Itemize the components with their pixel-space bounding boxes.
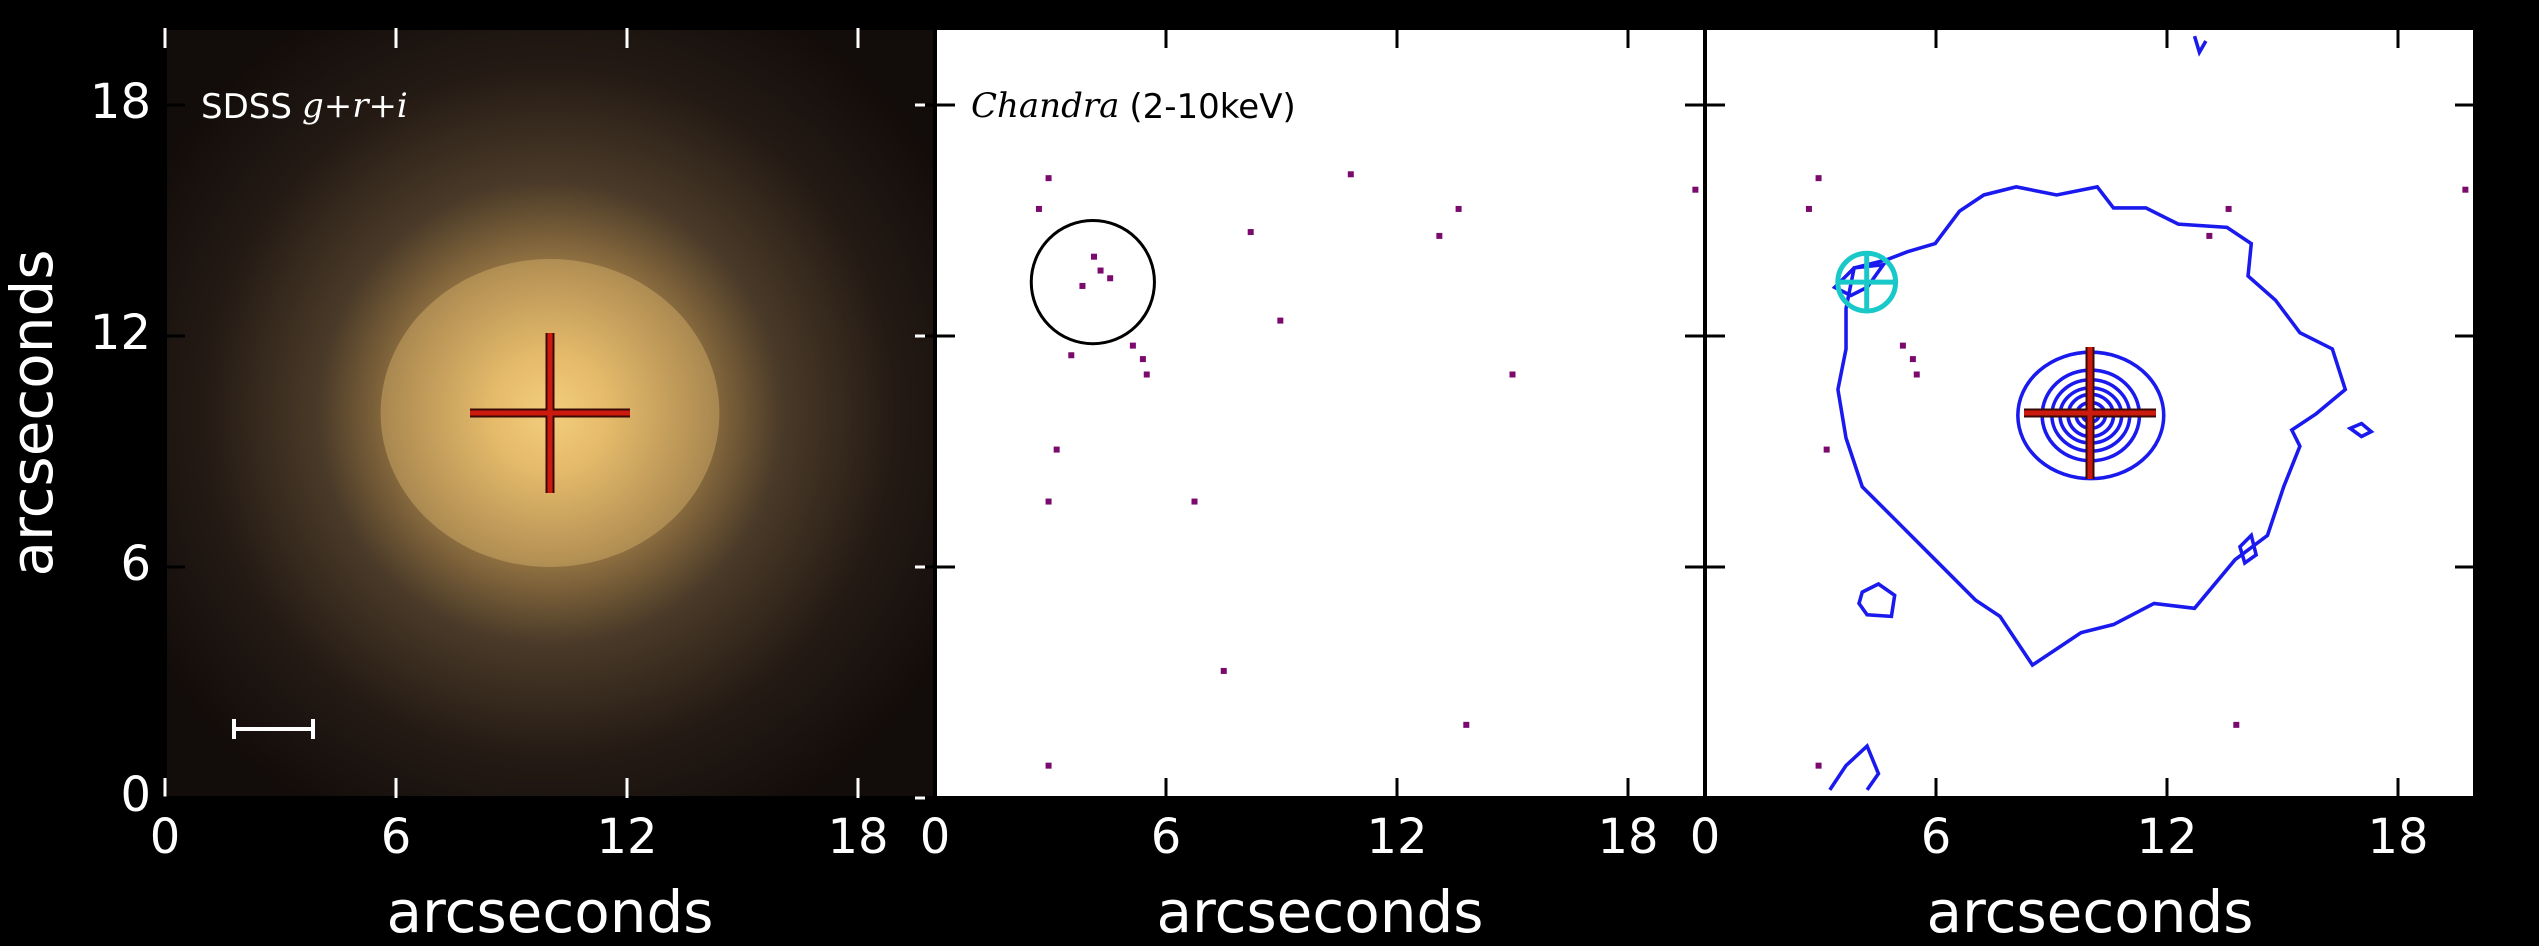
x-tick-label: 0 xyxy=(920,809,951,865)
photon-pixel xyxy=(1463,722,1469,728)
photon-pixel xyxy=(1348,171,1354,177)
photon-pixel xyxy=(1456,206,1462,212)
photon-pixel xyxy=(1277,318,1283,324)
photon-pixel xyxy=(1900,343,1906,349)
photon-pixel xyxy=(1098,268,1104,274)
photon-pixel xyxy=(1824,447,1830,453)
photon-pixel xyxy=(1046,499,1052,505)
photon-pixel xyxy=(1816,763,1822,769)
annotation-part: SDSS xyxy=(201,87,292,127)
x-tick-label: 18 xyxy=(827,809,888,865)
photon-pixel xyxy=(1510,372,1516,378)
page: {"chart_data": [ {"type": "image", "back… xyxy=(0,0,2539,946)
x-tick-label: 0 xyxy=(1690,809,1721,865)
x-tick-label: 12 xyxy=(1366,809,1427,865)
x-tick-label: 12 xyxy=(2136,809,2197,865)
photon-pixel xyxy=(1910,356,1916,362)
photon-pixel xyxy=(1436,233,1442,239)
photon-pixel xyxy=(1140,356,1146,362)
annotation-part: Chandra xyxy=(971,86,1119,126)
x-tick-label: 18 xyxy=(1597,809,1658,865)
photon-pixel xyxy=(2206,233,2212,239)
photon-pixel xyxy=(1191,499,1197,505)
y-tick-label: 0 xyxy=(120,767,151,823)
y-tick-label: 18 xyxy=(90,74,151,130)
y-tick-label: 6 xyxy=(120,536,151,592)
x-tick-label: 6 xyxy=(1151,809,1182,865)
x-tick-label: 6 xyxy=(1921,809,1952,865)
x-tick-label: 6 xyxy=(381,809,412,865)
photon-pixel xyxy=(1046,175,1052,181)
photon-pixel xyxy=(1248,229,1254,235)
photon-pixel xyxy=(1806,206,1812,212)
panel-annotation: Chandra(2-10keV) xyxy=(971,86,1296,127)
annotation-part: (2-10keV) xyxy=(1129,87,1295,127)
photon-pixel xyxy=(2226,206,2232,212)
x-tick-label: 18 xyxy=(2367,809,2428,865)
x-axis-label: arcseconds xyxy=(1156,878,1483,946)
annotation-part: g+r+i xyxy=(302,86,408,126)
x-axis-label: arcseconds xyxy=(1926,878,2253,946)
photon-pixel xyxy=(1221,668,1227,674)
photon-pixel xyxy=(1107,275,1113,281)
photon-pixel xyxy=(1036,206,1042,212)
y-tick-label: 12 xyxy=(90,305,151,361)
photon-pixel xyxy=(1144,372,1150,378)
photon-pixel xyxy=(1046,763,1052,769)
panel-background xyxy=(935,28,1705,798)
photon-pixel xyxy=(1091,254,1097,260)
photon-pixel xyxy=(1816,175,1822,181)
x-axis-label: arcseconds xyxy=(386,878,713,946)
figure: 0 6 12 18 0 6 12 18 arcseconds arcseconds SDSSg+r+… xyxy=(0,0,2539,946)
photon-pixel xyxy=(2233,722,2239,728)
photon-pixel xyxy=(1914,372,1920,378)
x-tick-label: 0 xyxy=(150,809,181,865)
x-tick-label: 12 xyxy=(596,809,657,865)
photon-pixel xyxy=(2462,187,2468,193)
photon-pixel xyxy=(1068,352,1074,358)
photon-pixel xyxy=(1054,447,1060,453)
y-axis-label: arcseconds xyxy=(0,249,66,576)
photon-pixel xyxy=(1692,187,1698,193)
photon-pixel xyxy=(1130,343,1136,349)
photon-pixel xyxy=(1079,283,1085,289)
